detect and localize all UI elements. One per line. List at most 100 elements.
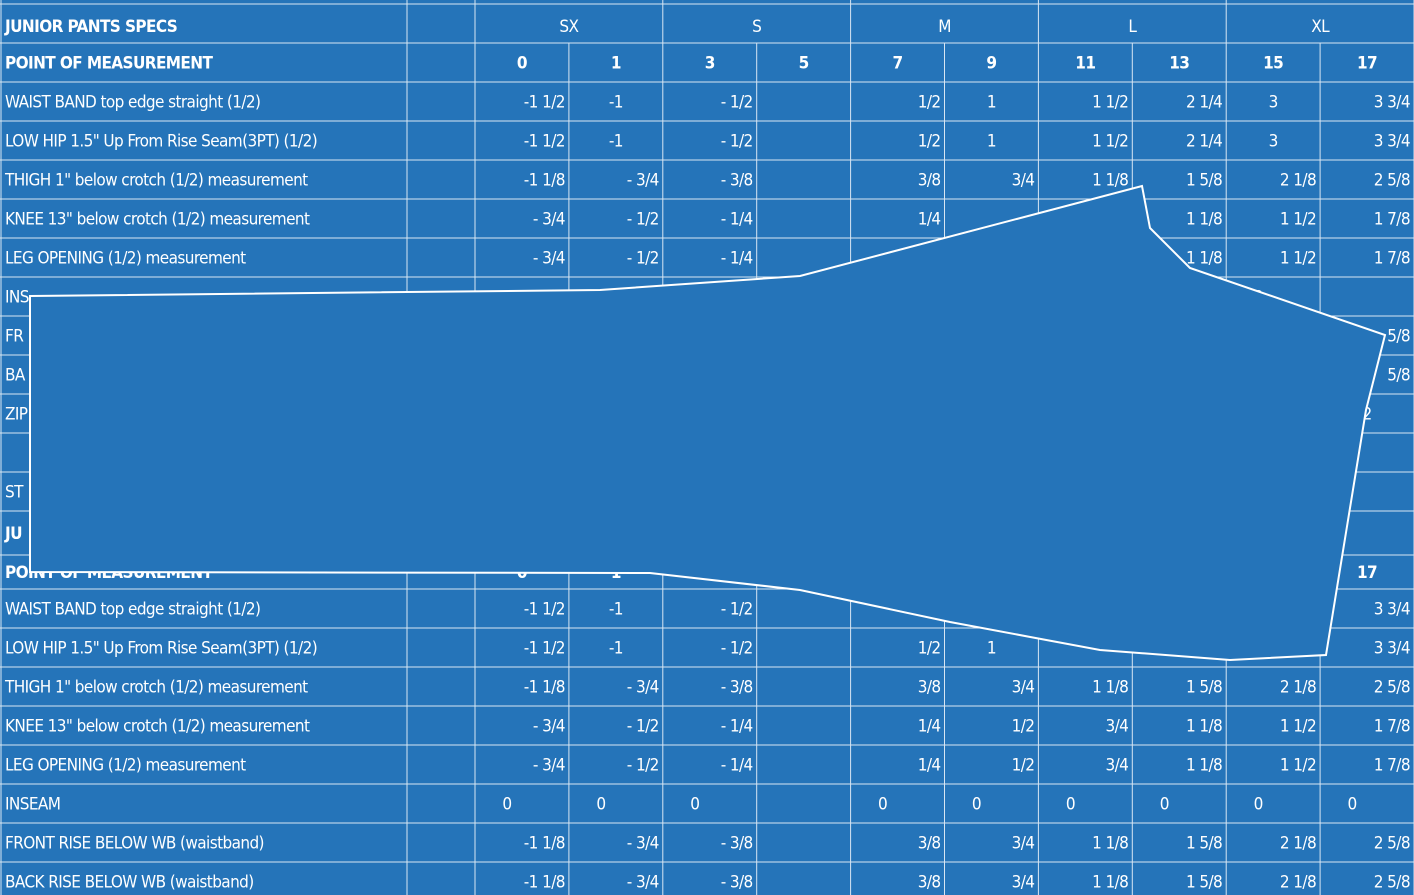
size-header: XL: [1311, 17, 1330, 37]
cell-value: 1 7/8: [1374, 756, 1410, 776]
cell-value: - 3/4: [533, 756, 565, 776]
cell-value: - 3/8: [721, 171, 753, 191]
pants-shape-overlay: [29, 184, 1387, 662]
cell-value: 1/2: [918, 639, 941, 659]
cell-value: 3: [705, 54, 715, 74]
cell-value: 1: [987, 639, 996, 659]
cell-value: -1 1/8: [524, 171, 565, 191]
cell-value: - 1/2: [627, 717, 659, 737]
cell-value: 2 5/8: [1374, 171, 1410, 191]
cell-value: - 3/8: [721, 834, 753, 854]
row-label: WAIST BAND top edge straight (1/2): [5, 600, 260, 620]
cell-value: 1 1/8: [1092, 834, 1128, 854]
row-label: BACK RISE BELOW WB (waistband): [5, 873, 254, 893]
cell-value: -1: [609, 639, 623, 659]
cell-value: - 1/4: [721, 717, 753, 737]
cell-value: -1 1/2: [524, 600, 565, 620]
cell-value: 0: [1066, 795, 1075, 815]
cell-value: 3/4: [1012, 834, 1035, 854]
cell-value: 1 1/2: [1280, 717, 1316, 737]
cell-value: 2 1/8: [1280, 873, 1316, 893]
sheet-title: JUNIOR PANTS SPECS: [4, 17, 177, 37]
row-label: LEG OPENING (1/2) measurement: [5, 249, 246, 269]
cell-value: 13: [1169, 54, 1189, 74]
cell-value: 3/8: [918, 834, 941, 854]
cell-value: 3/4: [1012, 873, 1035, 893]
cell-value: -1 1/2: [524, 132, 565, 152]
cell-value: 3/4: [1105, 717, 1128, 737]
cell-value: - 3/4: [627, 171, 659, 191]
cell-value: - 3/4: [533, 249, 565, 269]
cell-value: 1 1/2: [1092, 132, 1128, 152]
cell-value: 0: [596, 795, 605, 815]
cell-value: 1 1/8: [1092, 873, 1128, 893]
cell-value: - 1/2: [627, 249, 659, 269]
row-label: KNEE 13" below crotch (1/2) measurement: [5, 210, 310, 230]
cell-value: 5/8: [1387, 327, 1410, 347]
cell-value: - 1/2: [721, 639, 753, 659]
cell-value: 1/2: [918, 93, 941, 113]
cell-value: - 3/4: [533, 210, 565, 230]
cell-value: 1/2: [1012, 756, 1035, 776]
cell-value: - 1/2: [721, 93, 753, 113]
row-label: ST: [5, 483, 24, 503]
cell-value: 1 5/8: [1186, 171, 1222, 191]
cell-value: 17: [1357, 563, 1377, 583]
cell-value: - 3/4: [627, 873, 659, 893]
row-label: THIGH 1" below crotch (1/2) measurement: [4, 171, 308, 191]
cell-value: 1 1/2: [1280, 249, 1316, 269]
cell-value: 2 5/8: [1374, 834, 1410, 854]
cell-value: 2 5/8: [1374, 873, 1410, 893]
cell-value: 7: [893, 54, 903, 74]
cell-value: - 3/4: [627, 834, 659, 854]
cell-value: 3/4: [1105, 756, 1128, 776]
cell-value: 3 3/4: [1374, 600, 1410, 620]
cell-value: -1 1/2: [524, 93, 565, 113]
row-label: JU: [4, 524, 22, 544]
cell-value: 2 1/4: [1186, 132, 1222, 152]
cell-value: 5: [799, 54, 809, 74]
cell-value: 2 5/8: [1374, 678, 1410, 698]
size-header: L: [1128, 17, 1137, 37]
cell-value: - 1/2: [721, 600, 753, 620]
cell-value: 1/4: [918, 717, 941, 737]
size-header: M: [938, 17, 951, 37]
cell-value: 3 3/4: [1374, 132, 1410, 152]
cell-value: - 3/8: [721, 873, 753, 893]
cell-value: 1/2: [1012, 717, 1035, 737]
row-label: ZIP: [5, 405, 28, 425]
cell-value: 1: [987, 132, 996, 152]
cell-value: 3: [1269, 132, 1278, 152]
cell-value: 17: [1357, 54, 1377, 74]
cell-value: -1 1/2: [524, 639, 565, 659]
cell-value: 3: [1269, 93, 1278, 113]
cell-value: 1 1/8: [1186, 210, 1222, 230]
cell-value: -1 1/8: [524, 834, 565, 854]
cell-value: 2 1/4: [1186, 93, 1222, 113]
row-label: INSEAM: [5, 795, 60, 815]
cell-value: 0: [1160, 795, 1169, 815]
cell-value: 3/8: [918, 678, 941, 698]
cell-value: 5/8: [1387, 366, 1410, 386]
cell-value: 1: [987, 93, 996, 113]
cell-value: 1/4: [918, 756, 941, 776]
cell-value: 3/8: [918, 873, 941, 893]
cell-value: 1 5/8: [1186, 873, 1222, 893]
row-label: FR: [5, 327, 24, 347]
row-label: THIGH 1" below crotch (1/2) measurement: [4, 678, 308, 698]
row-label: BA: [5, 366, 26, 386]
cell-value: 1 1/8: [1186, 717, 1222, 737]
cell-value: 1/4: [918, 210, 941, 230]
row-label: LOW HIP 1.5" Up From Rise Seam(3PT) (1/2…: [5, 639, 317, 659]
cell-value: 1 1/2: [1280, 756, 1316, 776]
cell-value: - 1/4: [721, 249, 753, 269]
cell-value: 1 7/8: [1374, 210, 1410, 230]
cell-value: - 3/4: [533, 717, 565, 737]
cell-value: 11: [1075, 54, 1095, 74]
row-label: LEG OPENING (1/2) measurement: [5, 756, 246, 776]
cell-value: 3/4: [1012, 171, 1035, 191]
cell-value: - 3/8: [721, 678, 753, 698]
cell-value: -1 1/8: [524, 873, 565, 893]
cell-value: 3/8: [918, 171, 941, 191]
cell-value: 1 5/8: [1186, 678, 1222, 698]
